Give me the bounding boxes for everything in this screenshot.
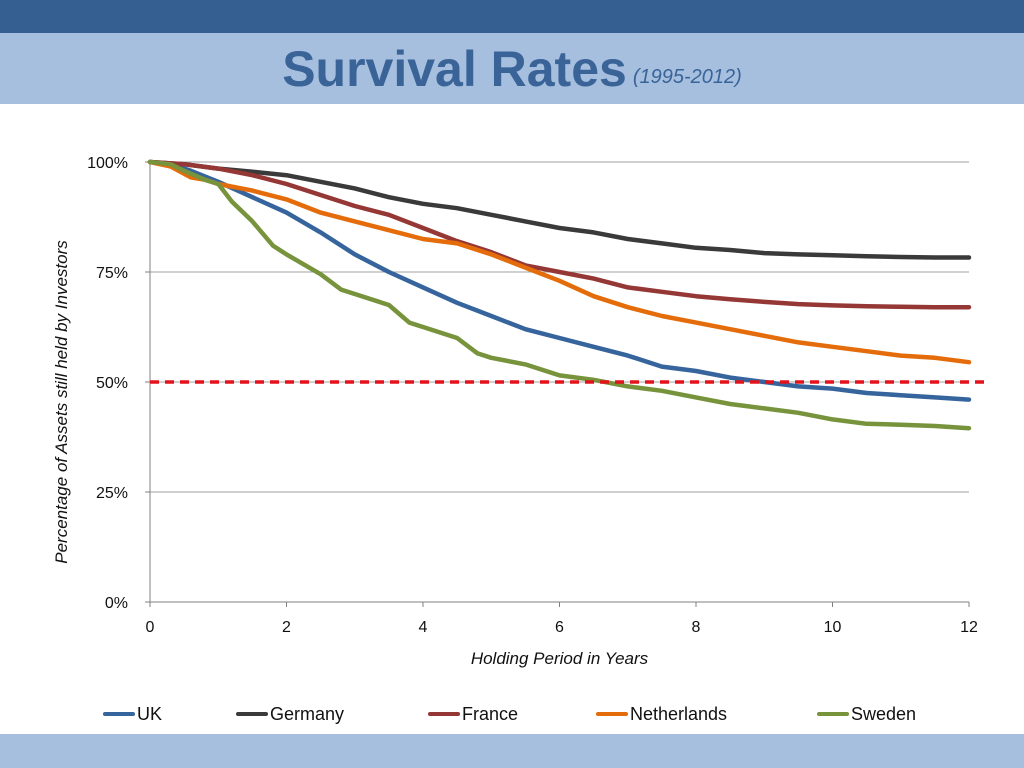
bottom-bar [0,734,1024,768]
x-tick-label: 0 [146,619,155,636]
legend-label: Germany [270,703,345,724]
title-wrap: Survival Rates (1995-2012) [0,33,1024,104]
legend-swatch [596,712,628,716]
top-bar [0,0,1024,33]
legend-swatch [817,712,849,716]
y-tick-label: 75% [96,265,128,282]
legend-label: Sweden [851,703,917,724]
chart-legend: UK Germany France Netherlands Sweden [0,700,1024,728]
legend-swatch [236,712,268,716]
legend-item-netherlands: Netherlands [596,700,727,728]
series-line-netherlands [147,159,972,365]
legend-item-germany: Germany [236,700,344,728]
series-line-uk [147,159,972,402]
survival-chart: 0% 25% 50% 75% 100% 0 2 4 6 8 10 12 Holding Period i… [52,155,990,668]
x-tick-label: 10 [824,619,842,636]
x-tick-label: 6 [555,619,564,636]
x-tick-label: 12 [960,619,978,636]
legend-swatch [103,712,135,716]
legend-label: France [462,703,519,724]
legend-label: UK [137,703,163,724]
legend-item-france: France [428,700,518,728]
series-line-sweden [147,159,972,431]
title-band: Survival Rates (1995-2012) [0,33,1024,104]
series-line-france [147,159,972,310]
x-tick-label: 4 [419,619,428,636]
slide-subtitle: (1995-2012) [632,66,742,88]
x-axis-title: Holding Period in Years [471,649,649,668]
y-tick-label: 0% [105,595,128,612]
legend-item-sweden: Sweden [817,700,916,728]
series-line-germany [147,159,972,260]
legend-label: Netherlands [630,703,728,724]
y-tick-label: 50% [96,375,128,392]
y-tick-label: 25% [96,485,128,502]
y-axis-title: Percentage of Assets still held by Inves… [52,240,71,564]
slide-title: Survival Rates [282,40,627,97]
y-tick-label: 100% [87,155,128,172]
x-tick-label: 8 [692,619,701,636]
legend-item-uk: UK [103,700,162,728]
x-tick-label: 2 [282,619,291,636]
legend-swatch [428,712,460,716]
